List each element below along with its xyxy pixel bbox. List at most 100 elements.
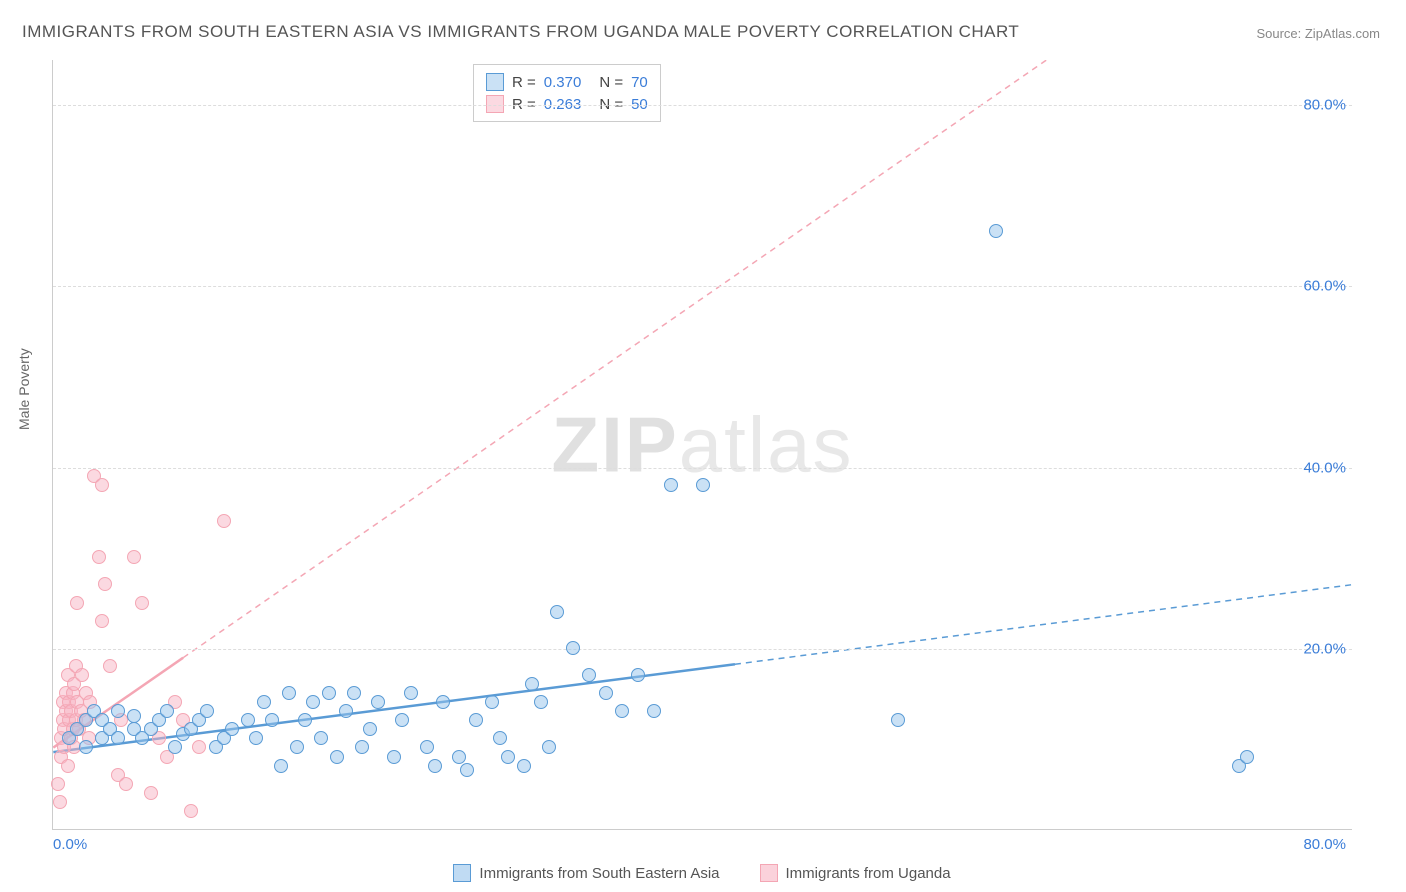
- data-point: [436, 695, 450, 709]
- data-point: [257, 695, 271, 709]
- data-point: [290, 740, 304, 754]
- data-point: [550, 605, 564, 619]
- data-point: [53, 795, 67, 809]
- data-point: [95, 614, 109, 628]
- data-point: [1240, 750, 1254, 764]
- watermark: ZIPatlas: [551, 399, 853, 490]
- data-point: [469, 713, 483, 727]
- data-point: [566, 641, 580, 655]
- data-point: [95, 478, 109, 492]
- data-point: [420, 740, 434, 754]
- data-point: [225, 722, 239, 736]
- data-point: [111, 731, 125, 745]
- y-tick-label: 60.0%: [1303, 278, 1346, 295]
- legend-item: Immigrants from South Eastern Asia: [453, 864, 719, 882]
- legend-swatch-pink: [486, 95, 504, 113]
- data-point: [184, 804, 198, 818]
- y-axis-label: Male Poverty: [16, 348, 32, 430]
- chart-title: IMMIGRANTS FROM SOUTH EASTERN ASIA VS IM…: [22, 22, 1019, 42]
- data-point: [355, 740, 369, 754]
- data-point: [387, 750, 401, 764]
- data-point: [631, 668, 645, 682]
- r-value-1: 0.370: [544, 74, 582, 91]
- legend-bottom: Immigrants from South Eastern Asia Immigr…: [52, 864, 1352, 882]
- data-point: [501, 750, 515, 764]
- x-tick-label: 80.0%: [1303, 836, 1346, 853]
- data-point: [274, 759, 288, 773]
- data-point: [217, 514, 231, 528]
- data-point: [160, 704, 174, 718]
- legend-stats: R = 0.370 N = 70 R = 0.263 N = 50: [473, 64, 661, 122]
- data-point: [542, 740, 556, 754]
- data-point: [371, 695, 385, 709]
- source-label: Source: ZipAtlas.com: [1256, 26, 1380, 41]
- data-point: [103, 659, 117, 673]
- n-value-2: 50: [631, 96, 648, 113]
- y-tick-label: 80.0%: [1303, 97, 1346, 114]
- data-point: [127, 550, 141, 564]
- data-point: [200, 704, 214, 718]
- x-tick-label: 0.0%: [53, 836, 87, 853]
- data-point: [298, 713, 312, 727]
- legend-swatch: [760, 864, 778, 882]
- data-point: [249, 731, 263, 745]
- data-point: [75, 668, 89, 682]
- data-point: [70, 596, 84, 610]
- data-point: [460, 763, 474, 777]
- legend-label: Immigrants from Uganda: [786, 865, 951, 882]
- gridline: [53, 468, 1352, 469]
- data-point: [127, 709, 141, 723]
- data-point: [891, 713, 905, 727]
- y-tick-label: 40.0%: [1303, 459, 1346, 476]
- data-point: [452, 750, 466, 764]
- data-point: [989, 224, 1003, 238]
- data-point: [322, 686, 336, 700]
- n-value-1: 70: [631, 74, 648, 91]
- data-point: [265, 713, 279, 727]
- gridline: [53, 105, 1352, 106]
- watermark-light: atlas: [679, 400, 854, 488]
- data-point: [168, 740, 182, 754]
- data-point: [582, 668, 596, 682]
- data-point: [339, 704, 353, 718]
- data-point: [144, 786, 158, 800]
- data-point: [51, 777, 65, 791]
- data-point: [647, 704, 661, 718]
- data-point: [192, 740, 206, 754]
- data-point: [664, 478, 678, 492]
- data-point: [363, 722, 377, 736]
- data-point: [92, 550, 106, 564]
- y-tick-label: 20.0%: [1303, 640, 1346, 657]
- data-point: [98, 577, 112, 591]
- legend-item: Immigrants from Uganda: [760, 864, 951, 882]
- legend-swatch: [453, 864, 471, 882]
- data-point: [404, 686, 418, 700]
- gridline: [53, 286, 1352, 287]
- data-point: [111, 704, 125, 718]
- gridline: [53, 649, 1352, 650]
- data-point: [119, 777, 133, 791]
- data-point: [61, 759, 75, 773]
- data-point: [241, 713, 255, 727]
- data-point: [534, 695, 548, 709]
- data-point: [282, 686, 296, 700]
- plot-area: ZIPatlas R = 0.370 N = 70 R = 0.263 N = …: [52, 60, 1352, 830]
- data-point: [485, 695, 499, 709]
- data-point: [330, 750, 344, 764]
- data-point: [696, 478, 710, 492]
- r-value-2: 0.263: [544, 96, 582, 113]
- data-point: [517, 759, 531, 773]
- data-point: [79, 740, 93, 754]
- data-point: [347, 686, 361, 700]
- legend-stats-row-2: R = 0.263 N = 50: [486, 93, 648, 115]
- legend-label: Immigrants from South Eastern Asia: [479, 865, 719, 882]
- data-point: [306, 695, 320, 709]
- data-point: [599, 686, 613, 700]
- legend-stats-row-1: R = 0.370 N = 70: [486, 71, 648, 93]
- data-point: [493, 731, 507, 745]
- data-point: [314, 731, 328, 745]
- data-point: [525, 677, 539, 691]
- watermark-bold: ZIP: [551, 400, 678, 488]
- data-point: [615, 704, 629, 718]
- legend-swatch-blue: [486, 73, 504, 91]
